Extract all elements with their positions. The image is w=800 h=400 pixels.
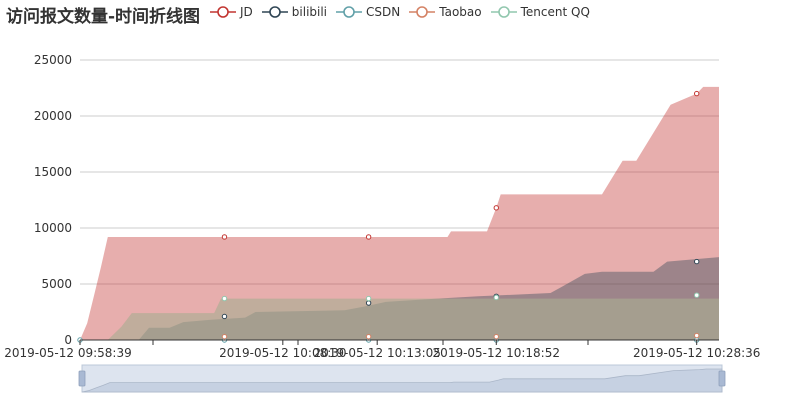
y-tick-label: 15000	[34, 165, 72, 179]
data-point-tencent-qq[interactable]	[494, 295, 498, 299]
y-tick-label: 25000	[34, 53, 72, 67]
y-tick-label: 0	[64, 333, 72, 347]
y-tick-label: 20000	[34, 109, 72, 123]
data-point-bilibili[interactable]	[694, 259, 698, 263]
y-tick-label: 5000	[41, 277, 72, 291]
data-point-jd[interactable]	[694, 91, 698, 95]
data-point-jd[interactable]	[494, 206, 498, 210]
data-point-taobao[interactable]	[222, 334, 226, 338]
x-tick-label: 2019-05-12 10:13:05	[313, 346, 440, 360]
data-point-jd[interactable]	[366, 235, 370, 239]
y-tick-label: 10000	[34, 221, 72, 235]
data-point-bilibili[interactable]	[366, 301, 370, 305]
data-point-tencent-qq[interactable]	[694, 293, 698, 297]
data-point-taobao[interactable]	[494, 334, 498, 338]
data-point-taobao[interactable]	[366, 334, 370, 338]
data-point-bilibili[interactable]	[222, 314, 226, 318]
x-tick-label: 2019-05-12 10:18:52	[433, 346, 560, 360]
x-tick-label: 2019-05-12 10:28:36	[633, 346, 760, 360]
datazoom-handle-left[interactable]	[79, 371, 85, 386]
x-tick-label: 2019-05-12 09:58:39	[4, 346, 131, 360]
data-point-tencent-qq[interactable]	[366, 296, 370, 300]
data-point-taobao[interactable]	[694, 333, 698, 337]
data-point-jd[interactable]	[222, 235, 226, 239]
datazoom-handle-right[interactable]	[719, 371, 725, 386]
data-point-tencent-qq[interactable]	[222, 296, 226, 300]
